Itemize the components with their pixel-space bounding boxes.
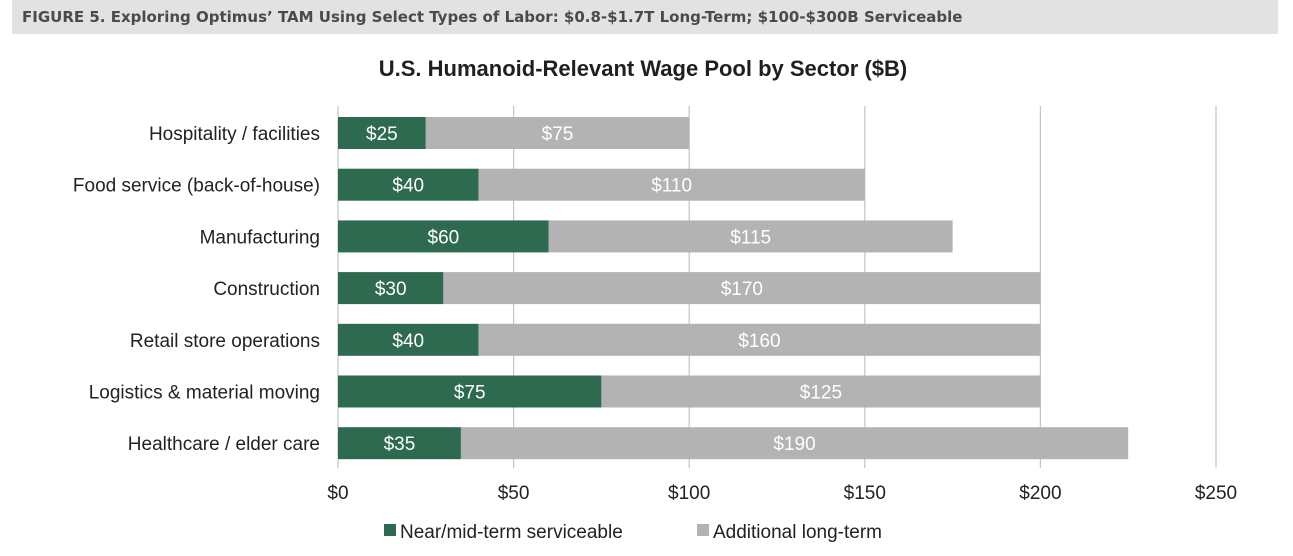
x-tick-label: $200: [1019, 483, 1061, 504]
data-label: $125: [800, 383, 842, 404]
x-tick-label: $50: [498, 483, 530, 504]
category-label: Logistics & material moving: [89, 383, 320, 404]
legend-item-long-term: Additional long-term: [697, 522, 882, 543]
category-label: Healthcare / elder care: [128, 434, 320, 455]
bar-segment-long-term: [443, 272, 1041, 305]
x-tick-label: $250: [1195, 483, 1237, 504]
chart-title: U.S. Humanoid-Relevant Wage Pool by Sect…: [379, 56, 907, 81]
x-axis-ticks: $0 $50 $100 $150 $200 $250: [327, 483, 1237, 504]
bar-segment-near-mid-term: [338, 168, 479, 201]
x-tick-label: $150: [844, 483, 886, 504]
legend-swatch: [697, 524, 709, 536]
category-label: Construction: [213, 279, 320, 300]
figure-banner: FIGURE 5. Exploring Optimus’ TAM Using S…: [12, 0, 1278, 34]
category-labels: Hospitality / facilities Food service (ba…: [73, 124, 320, 455]
x-tick-label: $100: [668, 483, 710, 504]
bar-segment-long-term: [548, 220, 953, 253]
bar-segment-near-mid-term: [338, 375, 602, 408]
data-label: $30: [375, 279, 407, 300]
category-label: Retail store operations: [130, 331, 320, 352]
data-label: $190: [773, 434, 815, 455]
legend-swatch: [384, 524, 396, 536]
data-label: $40: [392, 176, 424, 197]
category-label: Manufacturing: [200, 227, 320, 248]
bar-segment-near-mid-term: [338, 220, 549, 253]
legend-label: Additional long-term: [713, 522, 882, 543]
bar-segment-long-term: [601, 375, 1041, 408]
bar-segment-near-mid-term: [338, 272, 444, 305]
data-label: $60: [428, 227, 460, 248]
category-label: Hospitality / facilities: [149, 124, 320, 145]
bar-segment-long-term: [460, 427, 1129, 460]
bar-segment-near-mid-term: [338, 117, 426, 149]
figure-caption: FIGURE 5. Exploring Optimus’ TAM Using S…: [22, 8, 963, 26]
legend: Near/mid-term serviceable Additional long…: [384, 522, 882, 543]
data-label: $170: [721, 279, 763, 300]
data-label: $160: [738, 331, 780, 352]
bars: [338, 117, 1129, 460]
data-label: $25: [366, 124, 398, 145]
bar-segment-long-term: [478, 323, 1041, 356]
data-label: $110: [651, 176, 692, 197]
bar-segment-long-term: [425, 117, 690, 149]
x-tick-label: $0: [327, 483, 348, 504]
legend-label: Near/mid-term serviceable: [400, 522, 623, 543]
data-label: $75: [542, 124, 574, 145]
bar-segment-near-mid-term: [338, 427, 461, 460]
legend-item-near-mid-term: Near/mid-term serviceable: [384, 522, 623, 543]
bar-labels: $25 $75 $40 $110 $60 $115 $30 $170 $40 $160 $75 $12…: [366, 124, 842, 455]
bar-segment-near-mid-term: [338, 323, 479, 356]
data-label: $40: [392, 331, 424, 352]
category-label: Food service (back-of-house): [73, 176, 320, 197]
bar-segment-long-term: [478, 168, 865, 201]
data-label: $35: [384, 434, 416, 455]
data-label: $75: [454, 383, 486, 404]
data-label: $115: [730, 227, 771, 248]
